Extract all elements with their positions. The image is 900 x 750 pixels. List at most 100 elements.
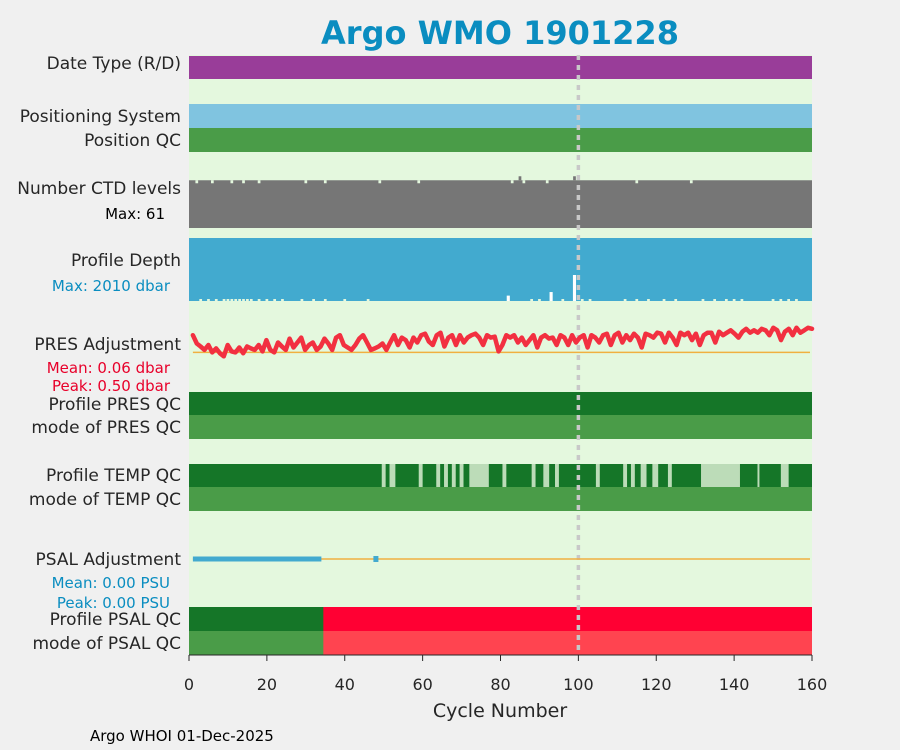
date-type-band — [189, 56, 812, 79]
depth-low-mark — [249, 299, 253, 301]
label-profile-psal-qc: Profile PSAL QC — [50, 610, 181, 630]
temp-qc-flag-mark — [652, 464, 659, 487]
ctd-low-mark — [635, 180, 639, 184]
depth-low-mark — [701, 299, 705, 301]
ctd-levels-band — [189, 180, 812, 228]
x-tick-label: 120 — [641, 675, 672, 694]
ctd-low-mark — [230, 180, 234, 184]
label-ctd-levels: Number CTD levels — [17, 179, 181, 199]
stat-pres-peak: Peak: 0.50 dbar — [52, 377, 171, 395]
depth-low-mark — [312, 299, 315, 301]
depth-low-mark — [588, 299, 592, 301]
stat-pres-mean: Mean: 0.06 dbar — [47, 359, 171, 377]
mode-pres-qc-band — [189, 415, 812, 439]
depth-low-mark — [300, 299, 304, 301]
label-profile-depth: Profile Depth — [71, 251, 181, 271]
stat-depth-max: Max: 2010 dbar — [52, 277, 171, 295]
temp-qc-flag-mark — [701, 464, 740, 487]
depth-low-mark — [674, 299, 678, 301]
label-profile-pres-qc: Profile PRES QC — [48, 395, 181, 415]
x-axis-label: Cycle Number — [433, 700, 567, 722]
depth-low-mark — [732, 299, 736, 301]
label-position-qc: Position QC — [84, 131, 181, 151]
ctd-low-mark — [257, 180, 261, 184]
depth-low-mark — [795, 299, 798, 301]
depth-low-mark — [222, 299, 226, 301]
temp-qc-flag-mark — [436, 464, 441, 487]
temp-qc-flag-mark — [444, 464, 448, 487]
label-psal-adjustment: PSAL Adjustment — [36, 550, 182, 570]
temp-qc-flag-mark — [667, 464, 672, 487]
ctd-low-mark — [522, 180, 526, 184]
ctd-low-mark — [689, 180, 693, 184]
depth-low-mark — [662, 299, 666, 301]
x-tick-label: 100 — [563, 675, 594, 694]
stat-psal-mean: Mean: 0.00 PSU — [52, 574, 170, 592]
x-tick-label: 0 — [184, 675, 194, 694]
depth-low-mark — [787, 299, 791, 301]
depth-low-mark — [635, 299, 639, 301]
depth-low-mark — [323, 299, 327, 301]
depth-low-mark — [199, 299, 203, 301]
temp-qc-flag-mark — [389, 464, 396, 487]
depth-low-mark — [246, 299, 249, 301]
ctd-low-mark — [304, 180, 308, 184]
temp-qc-flag-mark — [543, 464, 550, 487]
x-tick-label: 140 — [719, 675, 750, 694]
depth-low-mark — [242, 299, 245, 301]
stat-psal-peak: Peak: 0.00 PSU — [57, 594, 170, 612]
label-profile-temp-qc: Profile TEMP QC — [46, 466, 181, 486]
x-tick-label: 20 — [257, 675, 277, 694]
temp-qc-flag-mark — [469, 464, 489, 487]
temp-qc-flag-mark — [630, 464, 635, 487]
ctd-low-mark — [378, 180, 382, 184]
plot-background — [189, 55, 812, 655]
depth-low-mark — [530, 299, 534, 301]
depth-low-mark — [713, 299, 717, 301]
ctd-low-mark — [210, 180, 214, 184]
label-mode-temp-qc: mode of TEMP QC — [29, 490, 181, 510]
label-positioning-system: Positioning System — [20, 107, 181, 127]
depth-low-mark — [281, 299, 284, 301]
mode-temp-qc-band — [189, 487, 812, 511]
temp-qc-flag-mark — [555, 464, 559, 487]
profile-depth-band — [189, 238, 812, 301]
depth-low-mark — [366, 299, 370, 301]
ctd-low-mark — [417, 180, 421, 184]
x-tick-label: 40 — [335, 675, 355, 694]
temp-qc-flag-mark — [623, 464, 628, 487]
pres-adjustment-series — [190, 325, 815, 359]
footer-text: Argo WHOI 01-Dec-2025 — [90, 727, 274, 745]
depth-low-mark — [234, 299, 238, 301]
ctd-high-mark — [573, 176, 576, 181]
temp-qc-flag-mark — [451, 464, 456, 487]
temp-qc-flag-mark — [531, 464, 536, 487]
mode-psal-qc-good-mark — [189, 631, 324, 655]
ctd-low-mark — [323, 180, 327, 184]
chart-title: Argo WMO 1901228 — [321, 14, 679, 52]
temp-qc-flag-mark — [418, 464, 423, 487]
depth-spike-mark — [572, 275, 577, 301]
ctd-high-mark — [518, 176, 522, 181]
temp-qc-flag-mark — [502, 464, 507, 487]
temp-qc-flag-mark — [381, 464, 386, 487]
depth-low-mark — [580, 299, 584, 301]
depth-low-mark — [238, 299, 241, 301]
ctd-low-mark — [510, 180, 514, 184]
x-tick-label: 60 — [412, 675, 432, 694]
profile-pres-qc-band — [189, 392, 812, 415]
ctd-low-mark — [242, 180, 245, 184]
x-tick-label: 80 — [490, 675, 510, 694]
temp-qc-flag-mark — [640, 464, 647, 487]
profile-psal-qc-good-mark — [189, 607, 324, 631]
depth-low-mark — [538, 299, 541, 301]
depth-low-mark — [343, 299, 347, 301]
x-tick-label: 160 — [797, 675, 828, 694]
depth-low-mark — [226, 299, 230, 301]
depth-low-mark — [207, 299, 210, 301]
depth-low-mark — [230, 299, 234, 301]
ctd-low-mark — [195, 180, 199, 184]
depth-low-mark — [214, 299, 218, 301]
depth-low-mark — [265, 299, 269, 301]
